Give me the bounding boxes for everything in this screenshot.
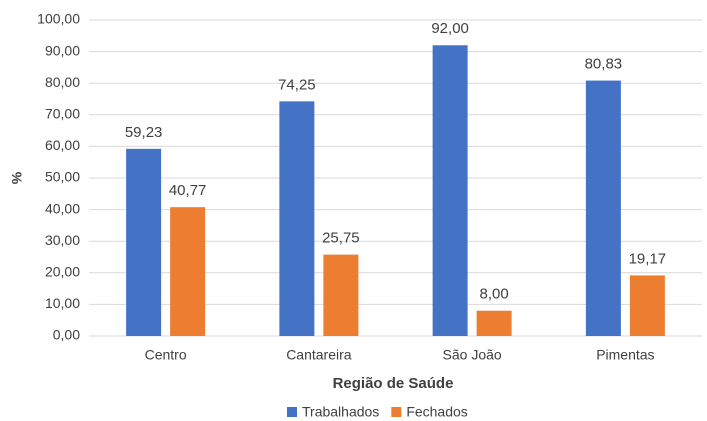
y-tick-label: 60,00	[45, 137, 80, 153]
data-label: 25,75	[322, 230, 360, 247]
y-tick-label: 10,00	[45, 295, 80, 311]
y-tick-label: 90,00	[45, 42, 80, 58]
y-tick-label: 30,00	[45, 232, 80, 248]
bar	[323, 254, 359, 336]
legend-swatch	[287, 407, 297, 417]
y-tick-label: 0,00	[53, 327, 80, 343]
y-tick-label: 20,00	[45, 264, 80, 280]
x-tick-label: São João	[443, 347, 502, 363]
bar	[585, 80, 621, 336]
y-axis-title: %	[9, 171, 25, 184]
y-tick-label: 70,00	[45, 106, 80, 122]
x-tick-label: Pimentas	[596, 347, 654, 363]
data-label: 80,83	[585, 56, 623, 73]
bar	[476, 310, 512, 336]
x-tick-label: Centro	[145, 347, 187, 363]
data-label: 8,00	[480, 286, 509, 303]
y-tick-label: 50,00	[45, 169, 80, 185]
bar	[126, 148, 162, 336]
y-tick-label: 100,00	[37, 11, 80, 27]
bar	[432, 45, 468, 336]
x-axis-title: Região de Saúde	[333, 375, 454, 392]
bar	[170, 207, 206, 336]
legend-label: Fechados	[406, 404, 467, 420]
data-label: 92,00	[431, 20, 469, 37]
data-label: 19,17	[629, 250, 667, 267]
legend-swatch	[391, 407, 402, 417]
data-label: 40,77	[169, 182, 207, 199]
y-tick-label: 40,00	[45, 200, 80, 216]
data-label: 59,23	[125, 124, 163, 141]
data-label: 74,25	[278, 76, 316, 93]
legend-label: Trabalhados	[302, 404, 379, 420]
x-tick-label: Cantareira	[286, 347, 352, 363]
bar	[279, 101, 315, 337]
bar	[629, 275, 665, 336]
y-tick-label: 80,00	[45, 74, 80, 90]
